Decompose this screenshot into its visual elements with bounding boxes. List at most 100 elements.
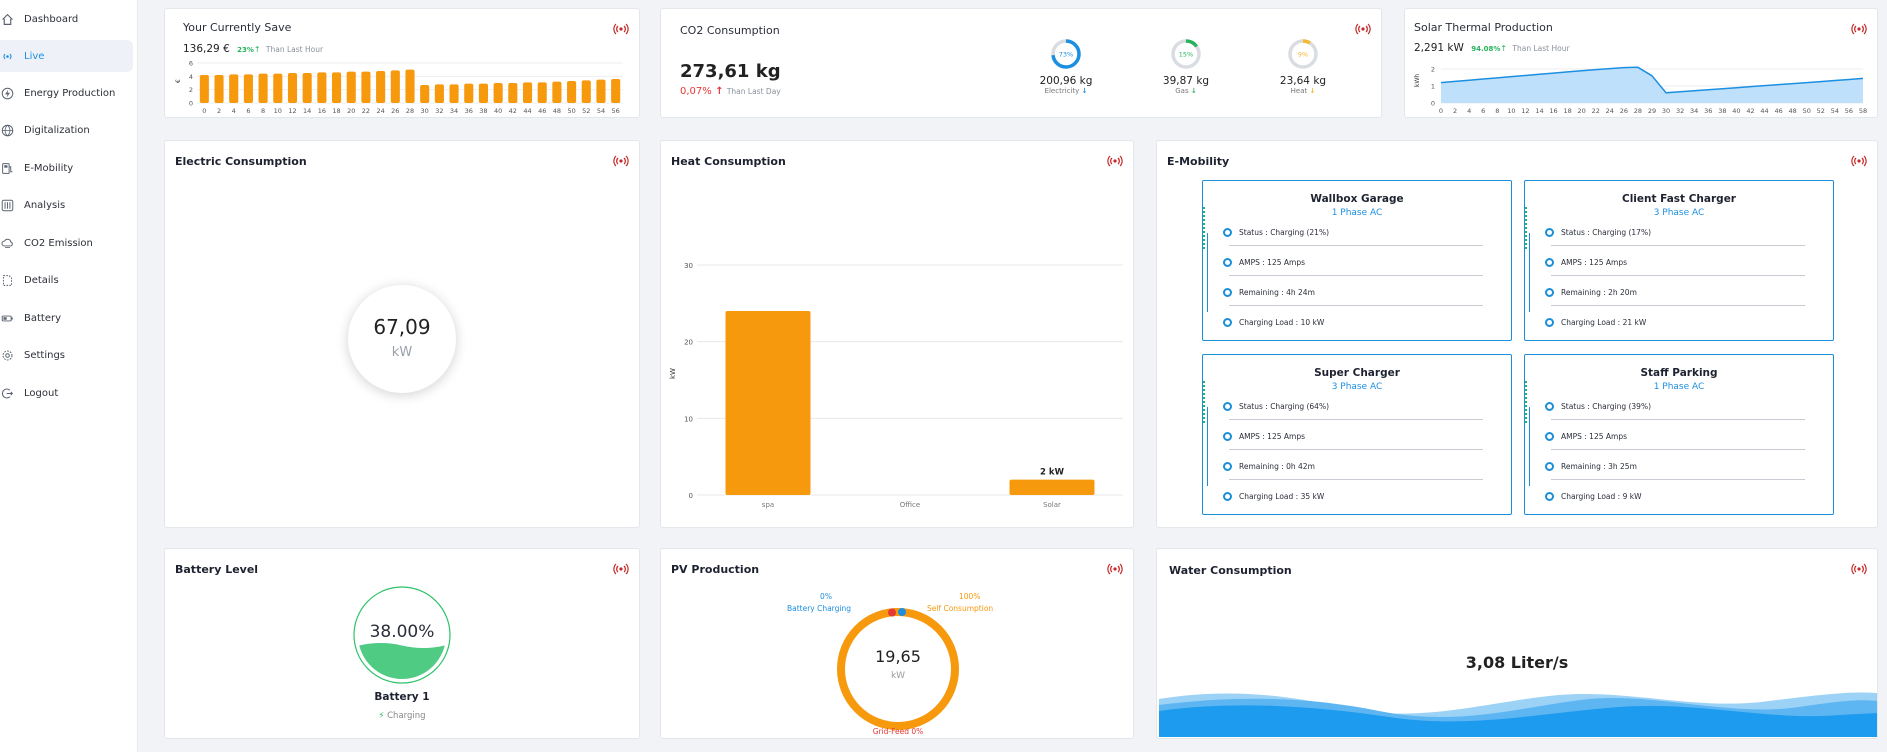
co2-item-label: Electricity (1044, 87, 1080, 95)
live-indicator-icon (1107, 155, 1123, 167)
x-tick-label: 44 (1760, 107, 1768, 115)
sidebar-item-co2-emission[interactable]: CO2 Emission (0, 227, 133, 259)
timeline-dot-icon (1223, 318, 1232, 327)
solar-change-note: Than Last Hour (1512, 44, 1570, 53)
timeline-dot-icon (1545, 402, 1554, 411)
co2-item-gas: 15% 39,87 kg Gas ↓ (1136, 38, 1236, 95)
bar (1009, 479, 1095, 495)
water-wave (1159, 692, 1877, 737)
sidebar-item-battery[interactable]: Battery (0, 302, 133, 334)
pv-battery-label: Battery Charging (786, 604, 851, 613)
co2-item-heat: 9% 23,64 kg Heat ↓ (1253, 38, 1353, 95)
sliders-icon (0, 198, 14, 212)
bar (522, 82, 533, 103)
card-title: Your Currently Save (183, 21, 292, 34)
charger-card-client-fast-charger[interactable]: Client Fast Charger 3 Phase AC Status : … (1524, 180, 1834, 341)
bar (434, 84, 444, 103)
bar (199, 75, 209, 103)
y-axis-label: kWh (1414, 74, 1421, 87)
x-tick-label: 40 (494, 107, 502, 115)
charger-card-staff-parking[interactable]: Staff Parking 1 Phase AC Status : Chargi… (1524, 354, 1834, 515)
sidebar-item-dashboard[interactable]: Dashboard (0, 3, 133, 35)
pv-grid-marker (888, 608, 896, 617)
x-tick-label: 12 (1521, 107, 1529, 115)
timeline-dot-icon (1545, 228, 1554, 237)
charger-amps: AMPS : 125 Amps (1239, 432, 1305, 441)
ring-progress (1288, 39, 1318, 69)
charger-card-wallbox-garage[interactable]: Wallbox Garage 1 Phase AC Status : Charg… (1202, 180, 1512, 341)
bar (331, 72, 342, 103)
charger-phase: 3 Phase AC (1653, 208, 1705, 218)
bar (390, 70, 400, 103)
bar (508, 83, 518, 103)
bar (596, 79, 606, 103)
y-tick-label: 1 (1431, 83, 1435, 91)
y-tick-label: 10 (684, 415, 693, 423)
charger-remaining: Remaining : 3h 25m (1561, 462, 1637, 471)
sidebar-item-details[interactable]: Details (0, 264, 133, 296)
x-tick-label: 54 (597, 107, 605, 115)
live-indicator-icon (1851, 563, 1867, 575)
sidebar-item-logout[interactable]: Logout (0, 377, 133, 409)
y-tick-label: 2 (189, 86, 193, 94)
bar (420, 85, 430, 103)
battery-gauge (353, 586, 451, 684)
x-tick-label: 52 (582, 107, 590, 115)
ring-pct-label: 73% (1059, 51, 1073, 59)
solar-change: 94.08% (1471, 45, 1501, 53)
sidebar-item-label: Logout (24, 387, 59, 399)
sidebar-item-label: E-Mobility (24, 162, 74, 174)
sidebar-item-digitalization[interactable]: Digitalization (0, 114, 133, 146)
bar (229, 74, 239, 103)
bar (464, 83, 474, 103)
x-tick-label: Office (900, 501, 920, 509)
x-tick-label: 18 (1563, 107, 1571, 115)
charger-card-super-charger[interactable]: Super Charger 3 Phase AC Status : Chargi… (1202, 354, 1512, 515)
sidebar-item-live[interactable]: Live (0, 40, 133, 72)
save-change: 23% (237, 46, 254, 54)
y-tick-label: 4 (189, 73, 193, 81)
live-indicator-icon (1355, 23, 1371, 35)
x-tick-label: 14 (1535, 107, 1543, 115)
x-tick-label: 8 (261, 107, 265, 115)
sidebar-item-energy-production[interactable]: Energy Production (0, 77, 133, 109)
bar (287, 73, 298, 103)
charger-amps: AMPS : 125 Amps (1561, 258, 1627, 267)
series-line (1440, 66, 1864, 94)
pv-unit: kW (890, 671, 906, 681)
timeline-dot-icon (1545, 462, 1554, 471)
charger-status: Status : Charging (64%) (1239, 402, 1329, 411)
card-title: Electric Consumption (175, 155, 307, 168)
battery-fill (359, 643, 445, 679)
x-tick-label: 56 (1845, 107, 1853, 115)
battery-name: Battery 1 (374, 691, 430, 703)
x-tick-label: 29 (1648, 107, 1656, 115)
sidebar-item-label: CO2 Emission (24, 237, 93, 249)
x-tick-label: 12 (288, 107, 296, 115)
bar (376, 71, 386, 103)
gear-icon (0, 348, 14, 362)
bar (243, 74, 253, 103)
timeline-dot-icon (1223, 402, 1232, 411)
card-title: Solar Thermal Production (1414, 21, 1553, 34)
pv-self-consumption-arc (837, 608, 959, 730)
sidebar-item-e-mobility[interactable]: E-Mobility (0, 152, 133, 184)
x-tick-label: 22 (362, 107, 370, 115)
x-tick-label: 36 (1704, 107, 1712, 115)
x-tick-label: 8 (1495, 107, 1499, 115)
charger-load: Charging Load : 9 kW (1561, 492, 1642, 501)
ring-pct-label: 15% (1179, 51, 1193, 59)
arrow-up-icon: ↑ (253, 45, 261, 54)
sidebar-item-label: Live (24, 50, 45, 62)
globe-icon (0, 123, 14, 137)
y-axis-label: € (175, 79, 182, 83)
sidebar-item-settings[interactable]: Settings (0, 339, 133, 371)
charger-phase: 1 Phase AC (1653, 382, 1705, 392)
sidebar-item-analysis[interactable]: Analysis (0, 189, 133, 221)
x-tick-label: 34 (1690, 107, 1698, 115)
heat-consumption-card: Heat Consumption 0 10 20 30 kW spa Office Solar… (660, 140, 1134, 528)
bar (449, 84, 459, 103)
x-tick-label: 30 (1662, 107, 1670, 115)
card-title: CO2 Consumption (680, 24, 780, 37)
